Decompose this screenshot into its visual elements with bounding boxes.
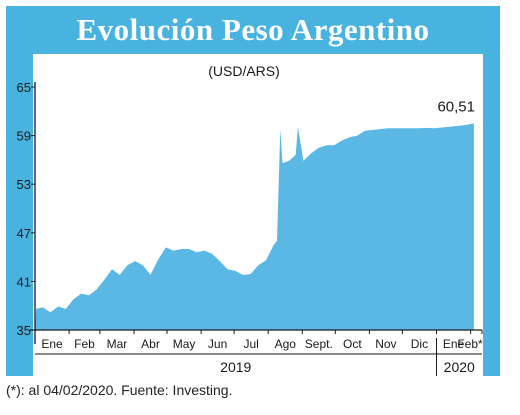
y-tick-label: 65 [17,80,31,95]
y-tick-label: 59 [17,129,31,144]
x-tick-label: Feb* [457,337,483,351]
last-value-label: 60,51 [437,98,475,115]
year-label: 2020 [444,359,475,375]
x-tick-label: Oct [343,337,362,351]
x-tick-label: Nov [375,337,396,351]
x-tick-label: Ago [275,337,297,351]
y-tick-label: 35 [17,323,31,338]
x-tick-label: Jul [243,337,258,351]
area-series [35,123,474,331]
x-tick-label: Ene [443,337,465,351]
x-tick-label: Ene [41,337,63,351]
title-bar: Evolución Peso Argentino [6,6,500,54]
chart-title: Evolución Peso Argentino [76,12,430,47]
x-tick-label: Dic [411,337,428,351]
y-tick-label: 47 [17,226,31,241]
x-tick-label: Feb [74,337,95,351]
y-tick-label: 53 [17,177,31,192]
x-tick-label: Mar [107,337,128,351]
y-tick-label: 41 [17,274,31,289]
chart-subtitle: (USD/ARS) [208,63,280,79]
footnote: (*): al 04/02/2020. Fuente: Investing. [6,382,233,398]
x-tick-label: Sept. [305,337,333,351]
x-tick-label: May [173,337,196,351]
year-label: 2019 [220,359,251,375]
x-tick-label: Jun [208,337,227,351]
x-tick-label: Abr [141,337,160,351]
